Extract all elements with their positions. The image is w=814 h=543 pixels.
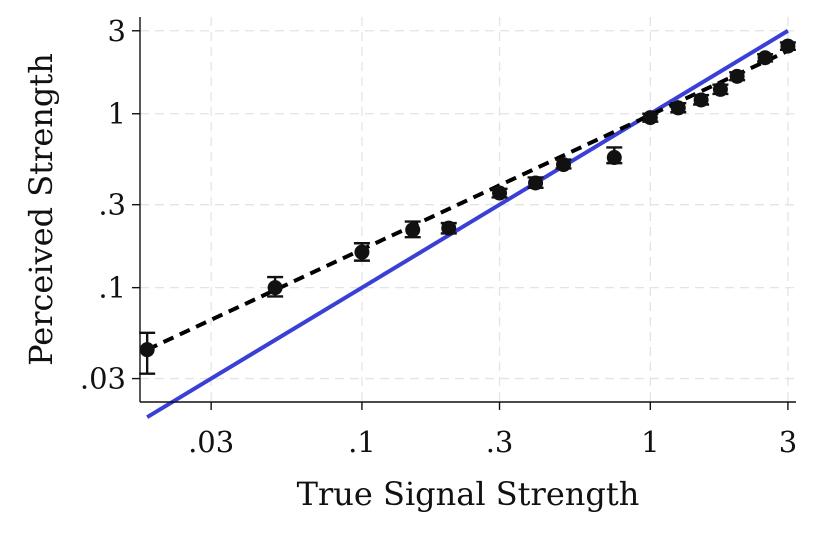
x-tick-label: 3 bbox=[779, 425, 797, 459]
y-tick-label: 3 bbox=[108, 14, 126, 48]
grid-layer bbox=[140, 17, 796, 402]
y-tick-label: 1 bbox=[108, 97, 126, 131]
data-point bbox=[729, 68, 745, 84]
x-tick-label: .3 bbox=[486, 425, 514, 459]
data-point bbox=[354, 244, 370, 260]
y-tick-label: .1 bbox=[98, 271, 126, 305]
data-point bbox=[712, 81, 728, 97]
data-point bbox=[606, 150, 622, 166]
data-point bbox=[780, 38, 796, 54]
data-point bbox=[693, 92, 709, 108]
point-layer bbox=[139, 38, 796, 375]
tick-layer: .03 .1 .3 1 3 .03 .1 .3 1 3 bbox=[80, 14, 797, 459]
x-axis-title: True Signal Strength bbox=[297, 475, 640, 513]
data-point bbox=[492, 185, 508, 201]
x-tick-label: .1 bbox=[348, 425, 376, 459]
data-point bbox=[670, 100, 686, 116]
reference-line bbox=[146, 29, 789, 419]
x-tick-label: .03 bbox=[188, 425, 234, 459]
fitted-dashed-line bbox=[146, 49, 789, 352]
line-layer bbox=[146, 29, 789, 419]
data-point bbox=[642, 110, 658, 126]
data-point bbox=[528, 175, 544, 191]
y-tick-label: .03 bbox=[80, 362, 126, 396]
data-point bbox=[757, 50, 773, 66]
x-tick-label: 1 bbox=[641, 425, 659, 459]
data-point bbox=[139, 342, 155, 358]
y-tick-label: .3 bbox=[98, 188, 126, 222]
data-point bbox=[556, 157, 572, 173]
y-axis-title: Perceived Strength bbox=[22, 53, 60, 366]
data-point bbox=[441, 220, 457, 236]
data-point bbox=[267, 280, 283, 296]
data-point bbox=[405, 222, 421, 238]
